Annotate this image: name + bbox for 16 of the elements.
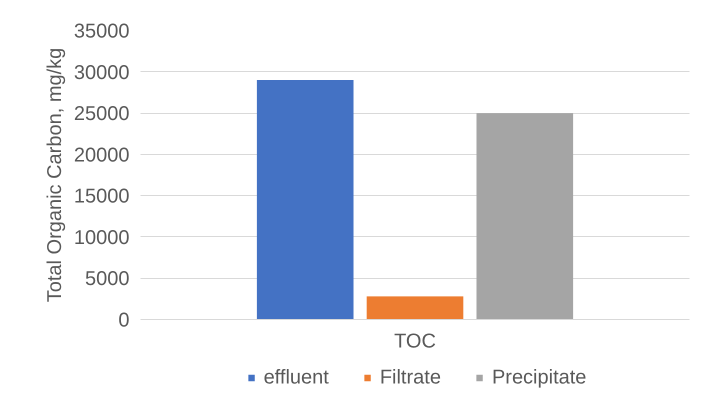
y-tick-label: 5000 bbox=[85, 268, 130, 290]
bar bbox=[366, 296, 464, 320]
y-tick-label: 35000 bbox=[74, 20, 130, 42]
y-tick-label: 0 bbox=[118, 310, 130, 332]
y-tick-label: 30000 bbox=[74, 62, 130, 84]
bar bbox=[476, 113, 574, 320]
y-tick-label: 10000 bbox=[74, 226, 130, 249]
legend-label: Precipitate bbox=[492, 366, 586, 389]
y-tick-label: 25000 bbox=[74, 103, 130, 126]
x-tick-label: TOC bbox=[394, 330, 436, 352]
legend-label: effluent bbox=[264, 366, 329, 389]
y-tick-label: 20000 bbox=[74, 144, 130, 166]
bar bbox=[256, 80, 354, 320]
y-axis-title: Total Organic Carbon, mg/kg bbox=[44, 48, 66, 302]
legend-label: Filtrate bbox=[380, 366, 441, 389]
y-tick-label: 15000 bbox=[74, 186, 130, 208]
